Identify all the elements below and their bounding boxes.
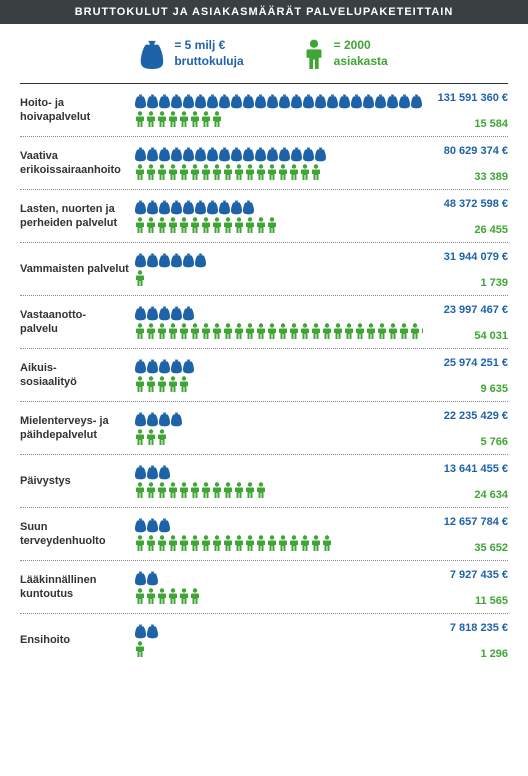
row-values: 23 997 467 € 54 031 [423, 304, 508, 342]
row-values: 13 641 455 € 24 634 [423, 463, 508, 501]
bag-line [135, 358, 423, 374]
bag-line [135, 252, 423, 268]
clients-value: 15 584 [423, 118, 508, 130]
row-values: 31 944 079 € 1 739 [423, 251, 508, 289]
row-icons [135, 358, 423, 394]
cost-value: 13 641 455 € [423, 463, 508, 475]
bag-icon [140, 39, 164, 69]
bag-line [135, 464, 423, 480]
rows-container: Hoito- ja hoivapalvelut 131 591 360 € 15 5… [0, 84, 528, 666]
bag-line [135, 623, 423, 639]
person-line [135, 376, 423, 392]
bag-line [135, 146, 423, 162]
clients-value: 33 389 [423, 171, 508, 183]
row-icons [135, 464, 423, 500]
row-values: 25 974 251 € 9 635 [423, 357, 508, 395]
person-line [135, 535, 423, 551]
bag-line [135, 517, 423, 533]
row-icons [135, 411, 423, 447]
row-icons [135, 146, 423, 182]
bag-line [135, 199, 423, 215]
legend: = 5 milj € bruttokuluja = 2000 asiakasta [0, 24, 528, 79]
bag-line [135, 305, 423, 321]
table-row: Suun terveydenhuolto 12 657 784 € 35 652 [20, 507, 508, 560]
clients-value: 24 634 [423, 489, 508, 501]
clients-value: 9 635 [423, 383, 508, 395]
table-row: Ensihoito 7 818 235 € 1 296 [20, 613, 508, 666]
legend-cost: = 5 milj € bruttokuluja [140, 38, 243, 69]
clients-value: 54 031 [423, 330, 508, 342]
header-bar: BRUTTOKULUT JA ASIAKASMÄÄRÄT PALVELUPAKE… [0, 0, 528, 24]
row-label: Lääkinnällinen kuntoutus [20, 574, 135, 602]
person-icon [304, 39, 324, 69]
row-values: 7 927 435 € 11 565 [423, 569, 508, 607]
person-line [135, 164, 423, 180]
table-row: Vammaisten palvelut 31 944 079 € 1 739 [20, 242, 508, 295]
row-values: 131 591 360 € 15 584 [423, 92, 508, 130]
row-icons [135, 517, 423, 553]
table-row: Mielenterveys- ja päihdepalvelut 22 235 4… [20, 401, 508, 454]
legend-clients: = 2000 asiakasta [304, 38, 388, 69]
cost-value: 131 591 360 € [423, 92, 508, 104]
person-line [135, 482, 423, 498]
cost-value: 22 235 429 € [423, 410, 508, 422]
cost-value: 23 997 467 € [423, 304, 508, 316]
table-row: Lasten, nuorten ja perheiden palvelut 48 … [20, 189, 508, 242]
cost-value: 7 927 435 € [423, 569, 508, 581]
person-line [135, 323, 423, 339]
person-line [135, 588, 423, 604]
clients-value: 26 455 [423, 224, 508, 236]
row-values: 12 657 784 € 35 652 [423, 516, 508, 554]
row-icons [135, 93, 423, 129]
bag-line [135, 570, 423, 586]
table-row: Aikuis-sosiaalityö 25 974 251 € 9 635 [20, 348, 508, 401]
bag-line [135, 411, 423, 427]
row-label: Vammaisten palvelut [20, 263, 135, 277]
row-icons [135, 252, 423, 288]
table-row: Päivystys 13 641 455 € 24 634 [20, 454, 508, 507]
row-values: 80 629 374 € 33 389 [423, 145, 508, 183]
cost-value: 25 974 251 € [423, 357, 508, 369]
row-icons [135, 199, 423, 235]
row-label: Hoito- ja hoivapalvelut [20, 97, 135, 125]
clients-value: 11 565 [423, 595, 508, 607]
row-label: Vastaanotto-palvelu [20, 309, 135, 337]
row-icons [135, 570, 423, 606]
clients-value: 1 739 [423, 277, 508, 289]
cost-value: 31 944 079 € [423, 251, 508, 263]
table-row: Vastaanotto-palvelu 23 997 467 € 54 031 [20, 295, 508, 348]
bag-line [135, 93, 423, 109]
person-line [135, 429, 423, 445]
row-label: Vaativa erikoissairaanhoito [20, 150, 135, 178]
row-label: Ensihoito [20, 634, 135, 648]
table-row: Hoito- ja hoivapalvelut 131 591 360 € 15 5… [20, 84, 508, 136]
row-label: Aikuis-sosiaalityö [20, 362, 135, 390]
row-values: 7 818 235 € 1 296 [423, 622, 508, 660]
clients-value: 5 766 [423, 436, 508, 448]
table-row: Vaativa erikoissairaanhoito 80 629 374 € 3… [20, 136, 508, 189]
cost-value: 48 372 598 € [423, 198, 508, 210]
row-label: Lasten, nuorten ja perheiden palvelut [20, 203, 135, 231]
person-line [135, 217, 423, 233]
cost-value: 7 818 235 € [423, 622, 508, 634]
cost-value: 12 657 784 € [423, 516, 508, 528]
row-values: 22 235 429 € 5 766 [423, 410, 508, 448]
row-icons [135, 305, 423, 341]
legend-clients-text: = 2000 asiakasta [334, 38, 388, 69]
person-line [135, 111, 423, 127]
row-label: Päivystys [20, 475, 135, 489]
row-icons [135, 623, 423, 659]
person-line [135, 641, 423, 657]
cost-value: 80 629 374 € [423, 145, 508, 157]
row-label: Mielenterveys- ja päihdepalvelut [20, 415, 135, 443]
clients-value: 1 296 [423, 648, 508, 660]
table-row: Lääkinnällinen kuntoutus 7 927 435 € 11 56… [20, 560, 508, 613]
person-line [135, 270, 423, 286]
legend-cost-text: = 5 milj € bruttokuluja [174, 38, 243, 69]
row-values: 48 372 598 € 26 455 [423, 198, 508, 236]
clients-value: 35 652 [423, 542, 508, 554]
row-label: Suun terveydenhuolto [20, 521, 135, 549]
